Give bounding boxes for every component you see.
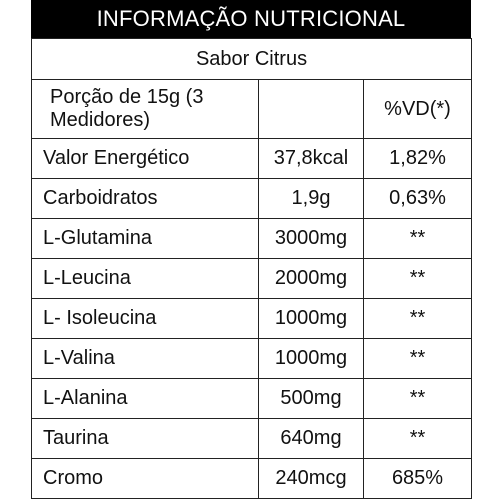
nutrient-name: L- Isoleucina	[31, 298, 259, 339]
nutrient-name: L-Glutamina	[31, 218, 259, 259]
nutrient-amount: 1000mg	[258, 298, 364, 339]
nutrient-row: L-Valina 1000mg **	[31, 338, 473, 379]
nutrient-name: Carboidratos	[31, 178, 259, 219]
nutrient-name: Taurina	[31, 418, 259, 459]
portion-cell: Porção de 15g (3 Medidores)	[31, 79, 259, 139]
nutrient-row: L-Alanina 500mg **	[31, 378, 473, 419]
nutrient-amount: 640mg	[258, 418, 364, 459]
nutrient-amount: 500mg	[258, 378, 364, 419]
nutrient-amount: 2000mg	[258, 258, 364, 299]
nutrient-amount: 1000mg	[258, 338, 364, 379]
nutrient-vd: 685%	[362, 458, 473, 499]
nutrient-name: Valor Energético	[31, 138, 259, 179]
nutrient-vd: **	[362, 378, 473, 419]
nutrient-amount: 1,9g	[258, 178, 364, 219]
flavor-label: Sabor Citrus	[30, 38, 473, 80]
nutrient-name: L-Alanina	[31, 378, 259, 419]
nutrition-header: INFORMAÇÃO NUTRICIONAL	[31, 0, 471, 38]
nutrient-vd: **	[362, 338, 473, 379]
nutrient-row: Carboidratos 1,9g 0,63%	[31, 178, 473, 219]
nutrient-row: Taurina 640mg **	[31, 418, 473, 459]
nutrient-vd: **	[362, 298, 473, 339]
nutrient-amount: 240mcg	[258, 458, 364, 499]
nutrient-amount: 37,8kcal	[258, 138, 364, 179]
flavor-row: Sabor Citrus	[30, 38, 473, 80]
nutrient-vd: **	[362, 218, 473, 259]
nutrient-vd: **	[362, 258, 473, 299]
nutrient-row: L- Isoleucina 1000mg **	[31, 298, 473, 339]
portion-row: Porção de 15g (3 Medidores) %VD(*)	[31, 79, 473, 139]
nutrition-table: Sabor Citrus Porção de 15g (3 Medidores)…	[30, 38, 473, 499]
nutrient-row: Valor Energético 37,8kcal 1,82%	[31, 138, 473, 179]
nutrient-row: L-Leucina 2000mg **	[31, 258, 473, 299]
nutrient-name: L-Leucina	[31, 258, 259, 299]
portion-label: Porção de 15g (3 Medidores)	[50, 86, 204, 131]
vd-header: %VD(*)	[362, 79, 473, 139]
nutrient-row: Cromo 240mcg 685%	[31, 458, 473, 499]
nutrient-vd: 0,63%	[362, 178, 473, 219]
nutrient-vd: 1,82%	[362, 138, 473, 179]
nutrient-name: Cromo	[31, 458, 259, 499]
portion-amount-cell	[258, 79, 364, 139]
nutrient-row: L-Glutamina 3000mg **	[31, 218, 473, 259]
nutrient-vd: **	[362, 418, 473, 459]
nutrient-amount: 3000mg	[258, 218, 364, 259]
nutrient-name: L-Valina	[31, 338, 259, 379]
